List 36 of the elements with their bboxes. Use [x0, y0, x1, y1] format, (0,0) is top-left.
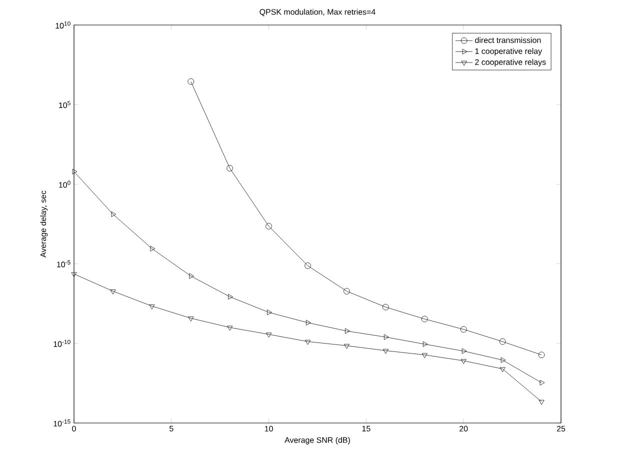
point: [500, 367, 506, 372]
point: [111, 211, 116, 218]
point: [384, 334, 389, 340]
point: [267, 310, 272, 316]
point: [462, 348, 467, 354]
point: [422, 341, 428, 347]
point: [344, 344, 350, 349]
point: [227, 326, 233, 331]
point: [538, 352, 545, 358]
point: [228, 294, 234, 300]
point: [266, 223, 272, 230]
point: [540, 380, 545, 386]
point: [150, 246, 156, 252]
point: [345, 328, 350, 334]
point: [382, 348, 388, 354]
point: [266, 332, 272, 338]
point: [71, 272, 77, 278]
point: [422, 353, 428, 358]
point: [500, 357, 506, 363]
point: [72, 168, 78, 174]
point: [304, 340, 311, 345]
point: [188, 316, 194, 322]
point: [421, 316, 428, 322]
point: [382, 304, 389, 310]
point: [149, 304, 155, 310]
point: [306, 320, 311, 326]
point: [110, 290, 116, 294]
point: [538, 400, 544, 405]
point: [304, 262, 311, 269]
point: [189, 273, 194, 279]
point: [226, 165, 234, 172]
point: [460, 359, 466, 364]
point: [188, 78, 194, 85]
point: [460, 326, 467, 333]
point: [499, 338, 506, 345]
point: [344, 288, 350, 294]
